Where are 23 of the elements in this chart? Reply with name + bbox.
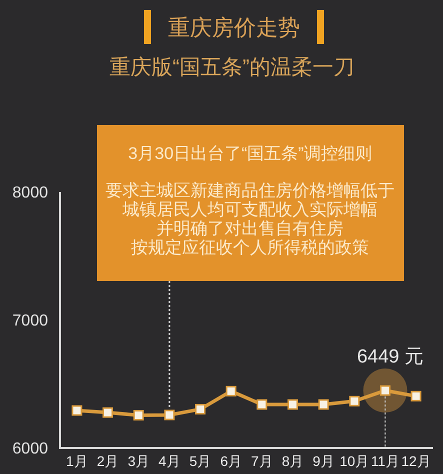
x-tick-label: 3月 (128, 453, 150, 469)
x-tick-label: 12月 (401, 453, 431, 469)
x-tick-label: 8月 (282, 453, 304, 469)
x-tick-label: 11月 (370, 453, 400, 469)
annotation: 要求主城区新建商品住房价格增幅低于 (106, 181, 394, 200)
annotation: 并明确了对出售自有住房 (156, 219, 344, 238)
x-tick-label: 1月 (66, 453, 88, 469)
annotation: 按规定应征收个人所得税的政策 (130, 238, 370, 257)
y-tick-label: 6000 (12, 440, 48, 458)
x-tick-label: 2月 (96, 453, 119, 469)
y-tick-label: 7000 (12, 312, 48, 330)
annotation: 城镇居民人均可支配收入实际增幅 (122, 200, 378, 219)
x-tick-label: 9月 (312, 453, 334, 469)
annotation: 6449 元 (356, 346, 424, 368)
x-tick-label: 7月 (251, 453, 273, 469)
annotation: 3月30日出台了“国五条”调控细则 (127, 144, 373, 163)
subtitle: 重庆版“国五条”的温柔一刀 (110, 56, 354, 79)
y-tick-label: 8000 (12, 184, 48, 202)
x-tick-label: 4月 (158, 453, 180, 469)
title: 重庆房价走势 (168, 15, 300, 40)
x-tick-label: 5月 (189, 453, 212, 469)
x-tick-label: 6月 (220, 453, 242, 469)
x-tick-label: 10月 (340, 453, 370, 469)
